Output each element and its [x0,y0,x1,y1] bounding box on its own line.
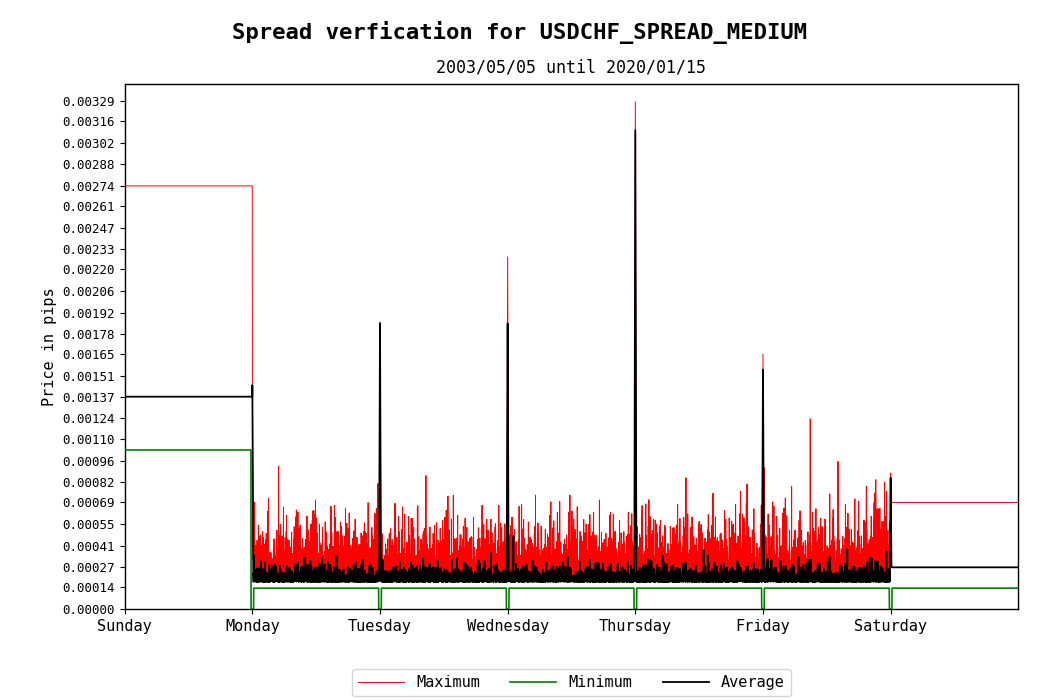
Average [790,573,802,581]
Line: Average: Average [125,130,1018,582]
Average [240,393,252,401]
Minimum [373,605,385,613]
Minimum [358,584,371,592]
Maximum [139,182,152,190]
Text: Spread verfication for USDCHF_SPREAD_MEDIUM: Spread verfication for USDCHF_SPREAD_MED… [232,21,807,44]
Average [118,393,131,401]
Title: 2003/05/05 until 2020/01/15: 2003/05/05 until 2020/01/15 [436,59,707,77]
Line: Minimum: Minimum [125,450,1018,609]
Minimum [1012,584,1024,592]
Average [139,393,152,401]
Maximum [118,182,131,190]
Maximum [1012,498,1024,507]
Average [1012,563,1024,571]
Minimum [790,584,802,592]
Maximum [790,575,802,583]
Maximum [262,577,274,585]
Minimum [139,446,152,454]
Average [373,557,385,566]
Average [358,576,371,584]
Legend: Maximum, Minimum, Average: Maximum, Minimum, Average [352,669,791,696]
Minimum [118,446,131,454]
Maximum [692,520,704,528]
Average [629,126,641,134]
Maximum [629,97,641,106]
Average [692,576,704,584]
Minimum [692,584,704,592]
Maximum [373,533,385,541]
Minimum [240,446,252,454]
Maximum [240,182,252,190]
Average [710,578,722,586]
Y-axis label: Price in pips: Price in pips [42,287,57,406]
Line: Maximum: Maximum [125,102,1018,581]
Minimum [245,605,258,613]
Maximum [358,572,371,580]
